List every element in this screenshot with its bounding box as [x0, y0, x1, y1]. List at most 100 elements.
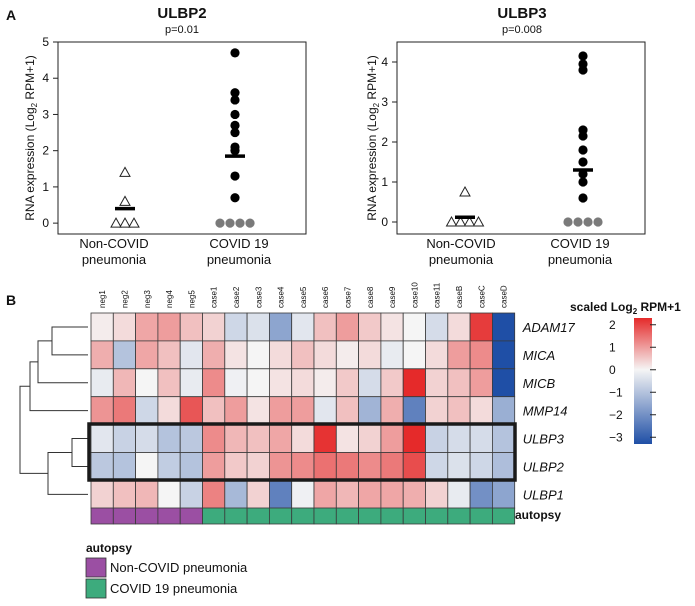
heatmap-cell [224, 452, 248, 481]
legend-swatch-noncovid [85, 557, 107, 578]
ulbp2-ylabel-main: RNA expression (Log [23, 107, 37, 220]
heatmap-cell [246, 424, 270, 453]
annotation-cell [135, 507, 159, 525]
heatmap-cell [447, 479, 471, 509]
dendrogram-branch [19, 385, 48, 474]
annotation-cell [358, 507, 382, 525]
ulbp3-ytick-label: 1 [381, 175, 388, 189]
ulbp2-point-noncovid [119, 166, 131, 177]
heatmap-cell [157, 340, 181, 370]
heatmap-cell [268, 340, 293, 370]
heatmap-column-label: case8 [366, 286, 375, 308]
heatmap-cell [335, 312, 359, 342]
annotation-cell [112, 507, 137, 525]
ulbp2-point-covid [230, 88, 240, 98]
ulbp2-xcat-1: Non-COVID pneumonia [79, 236, 148, 267]
dendrogram-branch [37, 340, 88, 384]
heatmap-column-label: neg3 [143, 290, 152, 308]
dendrogram-branch [47, 452, 88, 495]
heatmap-cell [469, 424, 493, 453]
heatmap-cell [380, 312, 404, 342]
ulbp3-point-covid [578, 157, 588, 167]
heatmap-cell [491, 340, 516, 370]
heatmap-cell [358, 479, 382, 509]
ulbp3-point-covid [578, 51, 588, 61]
heatmap-cell [90, 368, 114, 398]
ulbp2-point-covid [235, 218, 245, 228]
heatmap-cell [425, 479, 449, 509]
heatmap-cell [112, 424, 137, 453]
heatmap-cell [202, 396, 226, 426]
ulbp2-point-noncovid [119, 195, 131, 206]
legend-title: autopsy [86, 541, 132, 555]
dendrogram-branch [71, 438, 88, 467]
ulbp2-point-covid [230, 127, 240, 138]
heatmap-cell [335, 368, 359, 398]
heatmap-cell [224, 424, 248, 453]
colorbar-tick-label: −1 [609, 385, 623, 399]
heatmap-column-label: neg2 [120, 290, 129, 308]
heatmap-cell [469, 368, 493, 398]
annotation-cell [402, 507, 426, 525]
heatmap-row-label: MICA [523, 348, 556, 363]
annotation-cell [202, 507, 226, 525]
ulbp3-y-axis: 0 1 2 3 4 [381, 55, 397, 229]
heatmap-cell [202, 452, 226, 481]
dendrogram-branch [51, 326, 88, 356]
heatmap-cell [268, 479, 293, 509]
annotation-cell [469, 507, 493, 525]
heatmap-cell [491, 424, 516, 453]
heatmap-cell [202, 424, 226, 453]
heatmap-cell [380, 479, 404, 509]
heatmap-cell [358, 452, 382, 481]
row-dendrogram [19, 326, 88, 495]
heatmap: neg1 neg2 neg3 neg4 neg5 case1 case2 case3 case4… [19, 282, 576, 525]
heatmap-cell [246, 368, 270, 398]
annotation-cell [313, 507, 337, 525]
heatmap-cell [246, 340, 270, 370]
colorbar-title: scaled Log2 RPM+1 [570, 300, 681, 316]
heatmap-column-label: case2 [232, 286, 241, 308]
heatmap-cell [402, 396, 426, 426]
heatmap-cell [469, 340, 493, 370]
heatmap-cell [157, 396, 181, 426]
annotation-cell [224, 507, 248, 525]
heatmap-cell [358, 396, 382, 426]
heatmap-cell [335, 424, 359, 453]
heatmap-row-label: ADAM17 [522, 320, 576, 335]
heatmap-column-label: neg5 [187, 290, 196, 308]
heatmap-cell [246, 396, 270, 426]
annotation-cell [380, 507, 404, 525]
annotation-cell [157, 507, 181, 525]
heatmap-cell [358, 340, 382, 370]
heatmap-cell [90, 396, 114, 426]
annotation-cell [268, 507, 293, 525]
ulbp2-point-covid [230, 171, 240, 181]
heatmap-cells [90, 312, 516, 509]
heatmap-cell [157, 312, 181, 342]
heatmap-cell [179, 424, 203, 453]
ulbp3-ylabel-sub: 2 [372, 102, 381, 107]
heatmap-cell [447, 396, 471, 426]
heatmap-cell [335, 452, 359, 481]
heatmap-cell [380, 452, 404, 481]
heatmap-cell [268, 396, 293, 426]
heatmap-cell [291, 479, 315, 509]
ulbp2-ytick-label: 1 [42, 180, 49, 194]
ulbp2-y-axis: 0 1 2 3 4 5 [42, 35, 58, 230]
heatmap-cell [491, 312, 516, 342]
ulbp2-point-covid [225, 218, 235, 228]
heatmap-column-label: case6 [321, 286, 330, 308]
heatmap-cell [491, 396, 516, 426]
ulbp2-ytick-label: 3 [42, 107, 49, 121]
ulbp3-point-noncovid [472, 215, 485, 227]
heatmap-column-label: case7 [343, 286, 352, 308]
heatmap-cell [224, 479, 248, 509]
heatmap-cell [112, 368, 137, 398]
heatmap-cell [202, 312, 226, 342]
ulbp2-ytick-label: 4 [42, 71, 49, 85]
heatmap-cell [425, 396, 449, 426]
annotation-cell [425, 507, 449, 525]
heatmap-cell [358, 368, 382, 398]
